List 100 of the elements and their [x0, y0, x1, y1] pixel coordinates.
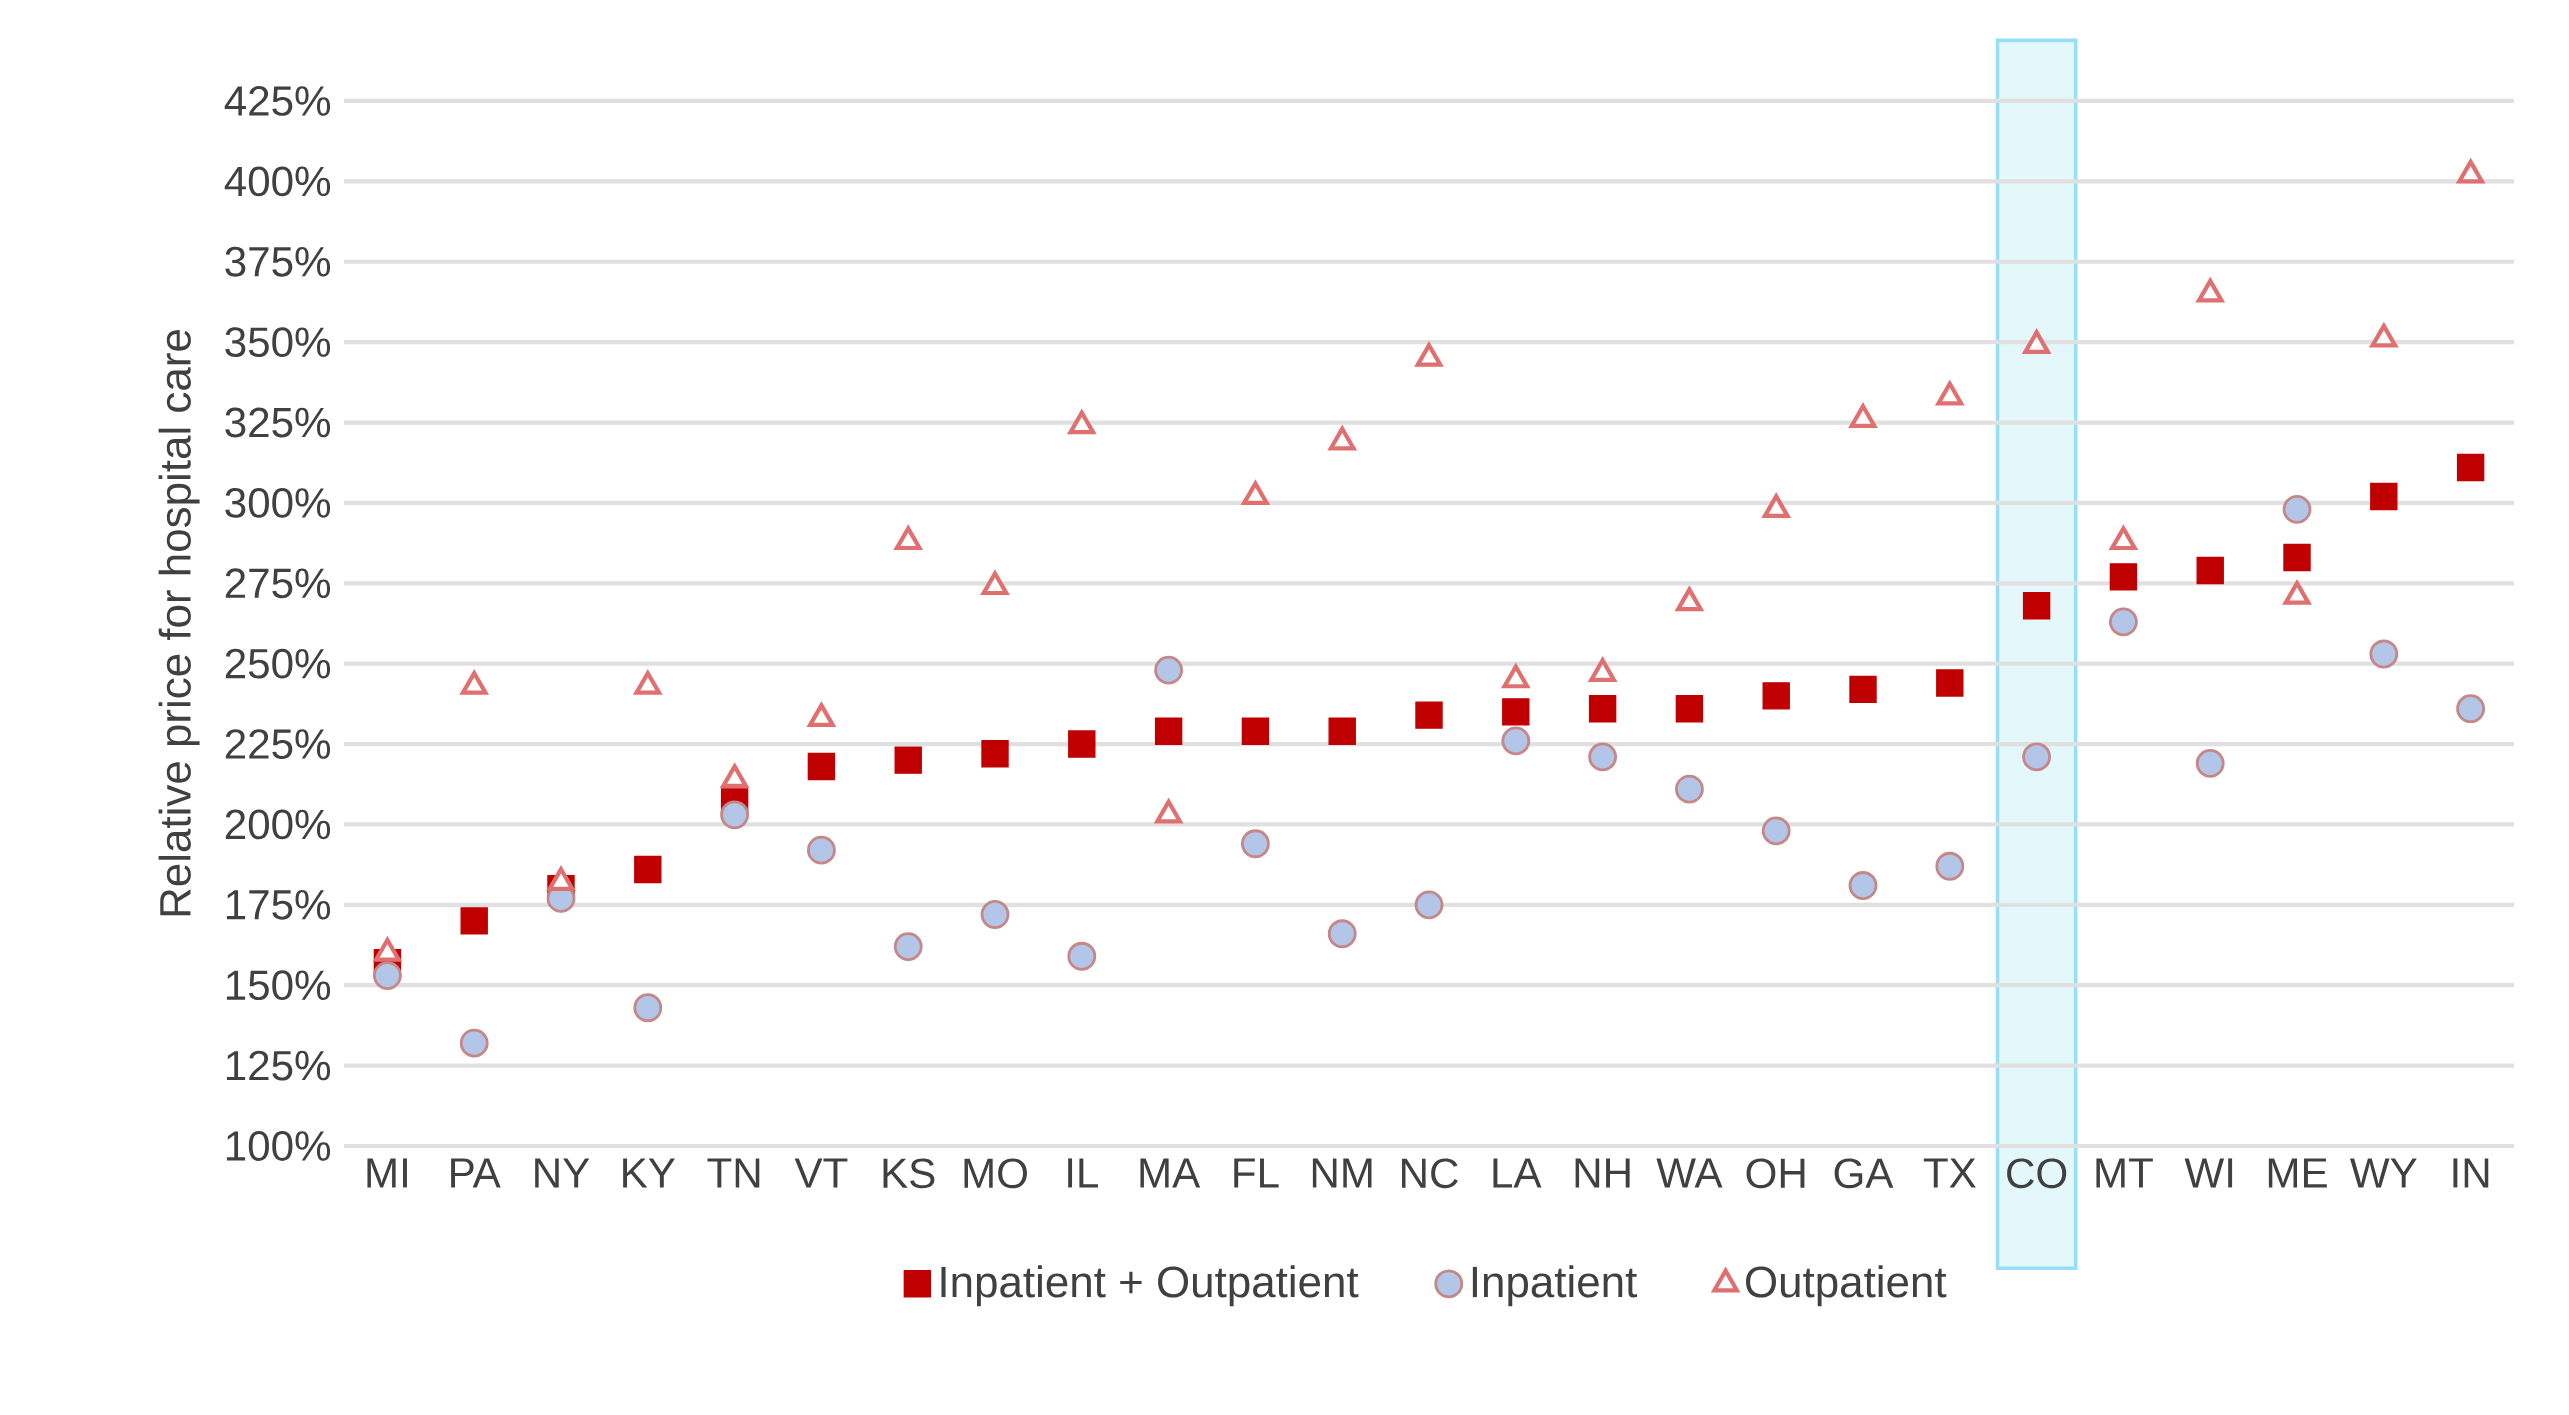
point	[807, 752, 836, 781]
x-tick-label: WY	[2350, 1158, 2417, 1188]
y-tick-label: 200%	[225, 809, 331, 840]
y-tick-label: 350%	[225, 327, 331, 358]
point	[2369, 639, 2399, 669]
point	[1849, 404, 1877, 428]
point	[1762, 494, 1790, 518]
point	[2109, 607, 2138, 637]
point	[894, 526, 922, 551]
point	[1240, 829, 1270, 859]
y-tick-label: 275%	[225, 568, 331, 599]
y-tick-label: 400%	[224, 166, 331, 197]
y-tick-label: 325%	[225, 407, 331, 438]
point	[2282, 494, 2312, 524]
x-tick-label: FL	[1234, 1158, 1279, 1188]
point	[2196, 278, 2224, 303]
point	[1328, 717, 1356, 745]
x-tick-label: WA	[1656, 1158, 1723, 1188]
point	[1849, 675, 1877, 704]
x-tick-label: VT	[794, 1158, 848, 1188]
point	[2370, 482, 2398, 511]
y-tick-label: 175%	[226, 889, 331, 920]
point	[459, 1028, 489, 1058]
point	[1327, 919, 1357, 949]
point	[1415, 343, 1443, 367]
legend-label: Inpatient	[1472, 1265, 1637, 1307]
x-tick-label: TN	[707, 1158, 760, 1188]
point	[894, 746, 922, 774]
point	[1588, 742, 1618, 772]
point	[2022, 742, 2052, 772]
point	[2023, 330, 2050, 354]
point	[1588, 694, 1617, 723]
x-tick-label: OH	[1746, 1158, 1805, 1189]
point	[1935, 379, 1965, 406]
point	[2110, 526, 2137, 551]
x-tick-label: MA	[1140, 1158, 1201, 1188]
x-tick-label: TX	[1923, 1158, 1976, 1188]
point	[1068, 730, 1096, 758]
x-tick-label: GA	[1834, 1158, 1894, 1189]
y-tick-label: 225%	[225, 729, 331, 759]
y-tick-label: 250%	[225, 648, 331, 679]
y-tick-label: 100%	[226, 1131, 331, 1161]
point	[1501, 726, 1531, 756]
point	[1676, 587, 1703, 612]
legend-label: Outpatient	[1746, 1265, 1947, 1307]
point	[460, 907, 488, 935]
point	[1154, 717, 1183, 745]
point	[1242, 481, 1269, 506]
x-tick-label: CO	[2007, 1158, 2067, 1189]
point	[720, 800, 750, 830]
point	[1067, 408, 1097, 435]
point	[2456, 694, 2486, 724]
point	[1675, 774, 1704, 804]
x-tick-label: KS	[883, 1158, 935, 1189]
x-tick-label: MI	[367, 1158, 407, 1188]
point	[1502, 698, 1530, 726]
y-axis-title: Relative price for hospital care	[158, 330, 200, 916]
point	[2195, 748, 2225, 778]
x-tick-label: MO	[964, 1158, 1027, 1189]
point	[893, 932, 923, 962]
point	[981, 740, 1009, 768]
x-tick-label: NH	[1575, 1158, 1630, 1188]
y-tick-label: 125%	[226, 1050, 331, 1081]
point	[2283, 581, 2311, 605]
point	[2196, 556, 2224, 585]
point	[981, 571, 1009, 596]
point	[634, 855, 662, 884]
point	[980, 900, 1010, 929]
point	[2109, 563, 2138, 591]
point	[633, 993, 663, 1023]
y-tick-label: 300%	[225, 487, 331, 518]
y-tick-label: 150%	[226, 970, 331, 1001]
y-tick-label: 375%	[225, 246, 331, 277]
point	[1675, 694, 1704, 723]
x-tick-label: IL	[1068, 1158, 1098, 1188]
point	[2283, 543, 2311, 572]
x-tick-label: WI	[2184, 1158, 2233, 1188]
point	[1848, 871, 1878, 900]
point	[1154, 655, 1184, 685]
x-tick-label: IN	[2453, 1158, 2489, 1188]
x-tick-label: LA	[1493, 1158, 1542, 1188]
x-tick-label: NM	[1312, 1158, 1372, 1188]
x-tick-label: NC	[1402, 1158, 1458, 1189]
point	[1067, 941, 1097, 971]
x-tick-label: ME	[2268, 1158, 2327, 1188]
x-tick-label: PA	[451, 1158, 501, 1188]
point	[1761, 816, 1791, 846]
x-tick-label: MT	[2096, 1158, 2153, 1188]
point	[2370, 323, 2398, 348]
legend-label: Inpatient + Outpatient	[941, 1265, 1359, 1307]
point	[1936, 669, 1964, 697]
x-tick-label: KY	[623, 1158, 675, 1188]
point	[1762, 682, 1790, 710]
point	[372, 961, 402, 990]
point	[1241, 717, 1270, 745]
point	[1414, 890, 1444, 920]
y-tick-label: 425%	[224, 86, 331, 116]
point	[2457, 159, 2484, 184]
point	[1415, 701, 1443, 729]
x-tick-label: NY	[535, 1158, 590, 1188]
